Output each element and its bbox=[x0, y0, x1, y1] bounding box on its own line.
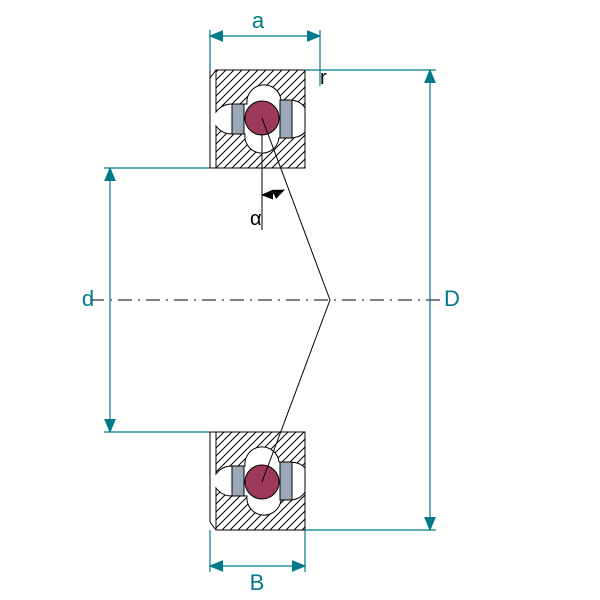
dim-D-label: D bbox=[444, 286, 460, 311]
top-section bbox=[210, 70, 305, 168]
dim-a-label: a bbox=[252, 8, 265, 33]
alpha-label: α bbox=[250, 208, 262, 230]
cage-left-bottom bbox=[232, 466, 244, 496]
chamfer-top-left bbox=[210, 70, 216, 78]
outer-left-edge-b bbox=[210, 432, 216, 522]
dim-B: B bbox=[210, 530, 305, 595]
alpha-arc bbox=[262, 190, 284, 195]
bearing-cross-section-diagram: α r a d D B bbox=[0, 0, 600, 600]
cage-right-top bbox=[280, 100, 292, 138]
chamfer-bottom-left bbox=[210, 522, 216, 530]
outer-left-edge bbox=[210, 78, 216, 168]
cage-left-top bbox=[232, 104, 244, 134]
cage-right-bottom bbox=[280, 462, 292, 500]
dim-d-label: d bbox=[82, 286, 94, 311]
dim-B-label: B bbox=[250, 570, 265, 595]
bottom-section bbox=[210, 432, 305, 530]
